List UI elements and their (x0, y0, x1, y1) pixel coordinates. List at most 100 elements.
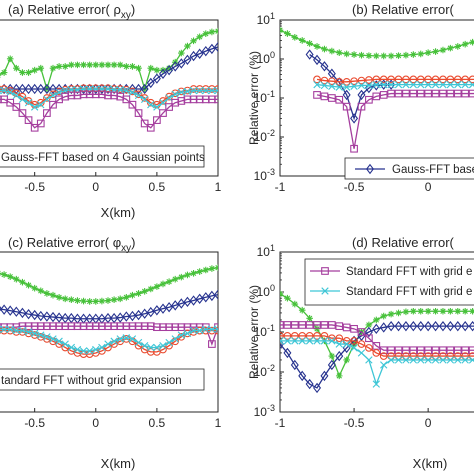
data-point-cyan (468, 356, 474, 364)
data-point-red (214, 85, 218, 93)
data-point-magenta (140, 119, 149, 128)
data-point-magenta (379, 346, 388, 355)
data-point-green (432, 48, 439, 55)
data-point-green (447, 44, 454, 52)
data-point-magenta (208, 340, 216, 348)
data-point-green (410, 51, 417, 58)
data-point-green (387, 52, 395, 60)
data-point-green (214, 264, 218, 271)
data-point-cyan (280, 337, 284, 345)
data-point-cyan (328, 337, 336, 345)
series-group (0, 264, 218, 358)
data-point-green (402, 308, 410, 316)
data-point-green (284, 30, 291, 37)
panel-title-main: (c) Relative error( φ (8, 235, 121, 250)
data-point-green (92, 61, 100, 69)
panel-title-subscript: xy (121, 10, 131, 21)
data-point-navy (55, 83, 64, 95)
data-point-green (13, 64, 20, 72)
y-tick-label: 10-2 (254, 128, 275, 144)
y-tick-label: 100 (257, 50, 275, 66)
data-point-green (98, 297, 106, 305)
data-point-navy (24, 83, 33, 95)
data-point-cyan (387, 356, 395, 364)
data-point-cyan (104, 340, 112, 348)
data-point-green (116, 61, 124, 69)
data-point-magenta (320, 321, 329, 329)
y-axis-label: Relative error (%) (247, 285, 261, 379)
data-point-cyan (55, 88, 63, 97)
data-point-green (74, 61, 81, 69)
data-point-navy (55, 312, 64, 323)
data-point-cyan (73, 345, 82, 354)
data-point-navy (313, 54, 322, 66)
data-point-green (469, 38, 474, 46)
data-point-magenta (446, 346, 455, 355)
data-point-red (379, 352, 388, 360)
data-point-green (395, 309, 402, 317)
data-point-magenta (379, 91, 388, 99)
data-point-green (395, 52, 402, 59)
x-tick-label: -1 (275, 416, 286, 430)
data-point-green (202, 30, 210, 38)
data-point-cyan (365, 81, 373, 90)
data-point-cyan (350, 344, 358, 352)
data-point-navy (42, 311, 51, 322)
x-tick-label: -0.5 (24, 180, 45, 194)
data-point-navy (453, 320, 462, 332)
data-point-navy (6, 305, 15, 316)
data-point-magenta (298, 321, 307, 329)
data-point-cyan (116, 86, 124, 94)
data-point-red (214, 326, 218, 335)
data-point-cyan (372, 80, 380, 89)
data-point-green (19, 69, 26, 76)
data-point-magenta (350, 324, 358, 333)
series-line-cyan (280, 340, 474, 387)
data-point-magenta (128, 100, 137, 109)
data-point-cyan (0, 325, 8, 334)
panel-title-tail: ) (131, 235, 135, 250)
data-point-magenta (350, 144, 358, 153)
data-point-red (409, 75, 418, 84)
data-point-magenta (328, 94, 336, 102)
legend-label: Standard FFT with grid e (346, 266, 472, 278)
x-tick-label: 0 (425, 416, 432, 430)
panel-title: (d) Relative error( (352, 235, 455, 250)
series-group (280, 290, 474, 394)
data-point-green (165, 64, 173, 72)
data-point-red (394, 75, 403, 84)
data-point-red (290, 332, 299, 340)
data-point-cyan (195, 326, 204, 335)
data-point-red (342, 77, 351, 86)
data-point-green (0, 69, 8, 76)
legend: Gauss-FFT based on 4 Gaussian points (0, 145, 205, 168)
data-point-magenta (283, 321, 292, 329)
data-point-magenta (146, 123, 155, 132)
data-point-magenta (394, 346, 403, 355)
data-point-cyan (417, 80, 425, 89)
x-axis-label: X(km) (413, 456, 448, 471)
data-point-red (424, 75, 432, 84)
data-point-red (379, 75, 388, 84)
data-point-cyan (431, 80, 440, 89)
data-point-cyan (6, 88, 14, 97)
data-point-cyan (446, 356, 455, 364)
x-tick-label: -0.5 (344, 180, 365, 194)
data-point-magenta (335, 95, 344, 104)
data-point-green (306, 40, 313, 47)
data-point-cyan (177, 331, 186, 339)
data-point-cyan (171, 90, 179, 99)
data-point-green (461, 307, 469, 315)
data-point-magenta (153, 116, 161, 124)
y-axis-label: Relative error (%) (247, 51, 261, 145)
data-point-green (387, 310, 395, 318)
panel-c: -0.5 0 0.5 1 (c) Relative error( φxy) X(km) ta… (0, 235, 222, 471)
data-point-navy (446, 320, 455, 332)
data-point-cyan (417, 356, 425, 364)
data-point-green (37, 64, 45, 72)
data-point-red (6, 86, 15, 95)
series-group (280, 26, 474, 153)
data-point-green (61, 295, 69, 303)
data-point-cyan (183, 87, 192, 96)
data-point-magenta (328, 321, 336, 329)
